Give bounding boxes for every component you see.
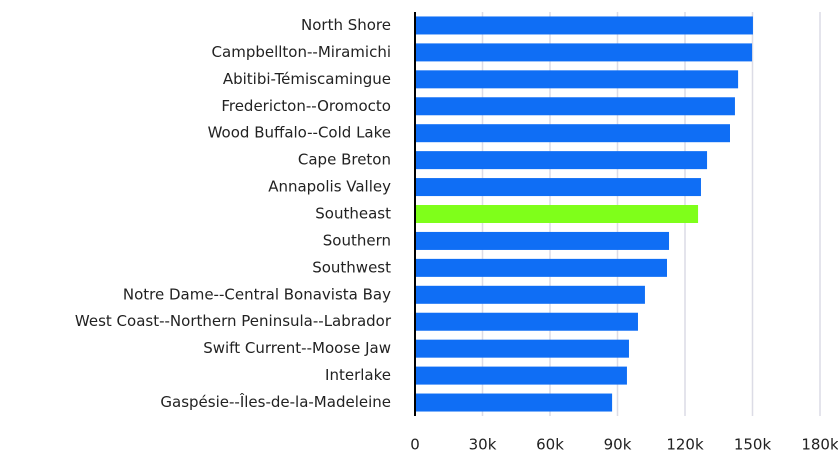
x-tick-label: 60k: [536, 436, 564, 454]
y-tick-label: Notre Dame--Central Bonavista Bay: [123, 285, 391, 303]
bar: [415, 258, 667, 277]
bar: [415, 97, 735, 116]
x-tick-label: 0: [410, 436, 420, 454]
y-tick-label: Wood Buffalo--Cold Lake: [208, 124, 391, 142]
bar: [415, 178, 701, 197]
x-tick-label: 90k: [604, 436, 632, 454]
x-tick-label: 30k: [469, 436, 497, 454]
x-tick-label: 150k: [734, 436, 772, 454]
y-tick-label: Cape Breton: [298, 151, 391, 169]
bar: [415, 312, 638, 331]
x-tick-label: 120k: [666, 436, 704, 454]
bar: [415, 393, 613, 412]
y-tick-label: Fredericton--Oromocto: [221, 97, 391, 115]
bar: [415, 339, 629, 358]
bar: [415, 16, 753, 35]
y-tick-label: West Coast--Northern Peninsula--Labrador: [75, 312, 392, 330]
y-tick-label: Southern: [323, 231, 391, 249]
y-tick-label: Southeast: [315, 205, 391, 223]
y-tick-label: Southwest: [312, 258, 391, 276]
y-tick-label: Campbellton--Miramichi: [212, 43, 391, 61]
x-tick-label: 180k: [801, 436, 838, 454]
y-tick-label: Abitibi-Témiscamingue: [223, 70, 391, 88]
bar: [415, 124, 730, 143]
y-tick-label: Gaspésie--Îles-de-la-Madeleine: [160, 392, 391, 411]
bar: [415, 205, 699, 223]
bar: [415, 231, 670, 250]
bar: [415, 366, 627, 385]
bar: [415, 70, 739, 89]
bar: [415, 151, 708, 170]
bar: [415, 285, 645, 304]
y-tick-label: Swift Current--Moose Jaw: [203, 339, 391, 357]
bar: [415, 43, 753, 62]
y-tick-label: Annapolis Valley: [268, 178, 391, 196]
y-tick-label: Interlake: [325, 366, 391, 384]
y-tick-label: North Shore: [301, 16, 391, 34]
